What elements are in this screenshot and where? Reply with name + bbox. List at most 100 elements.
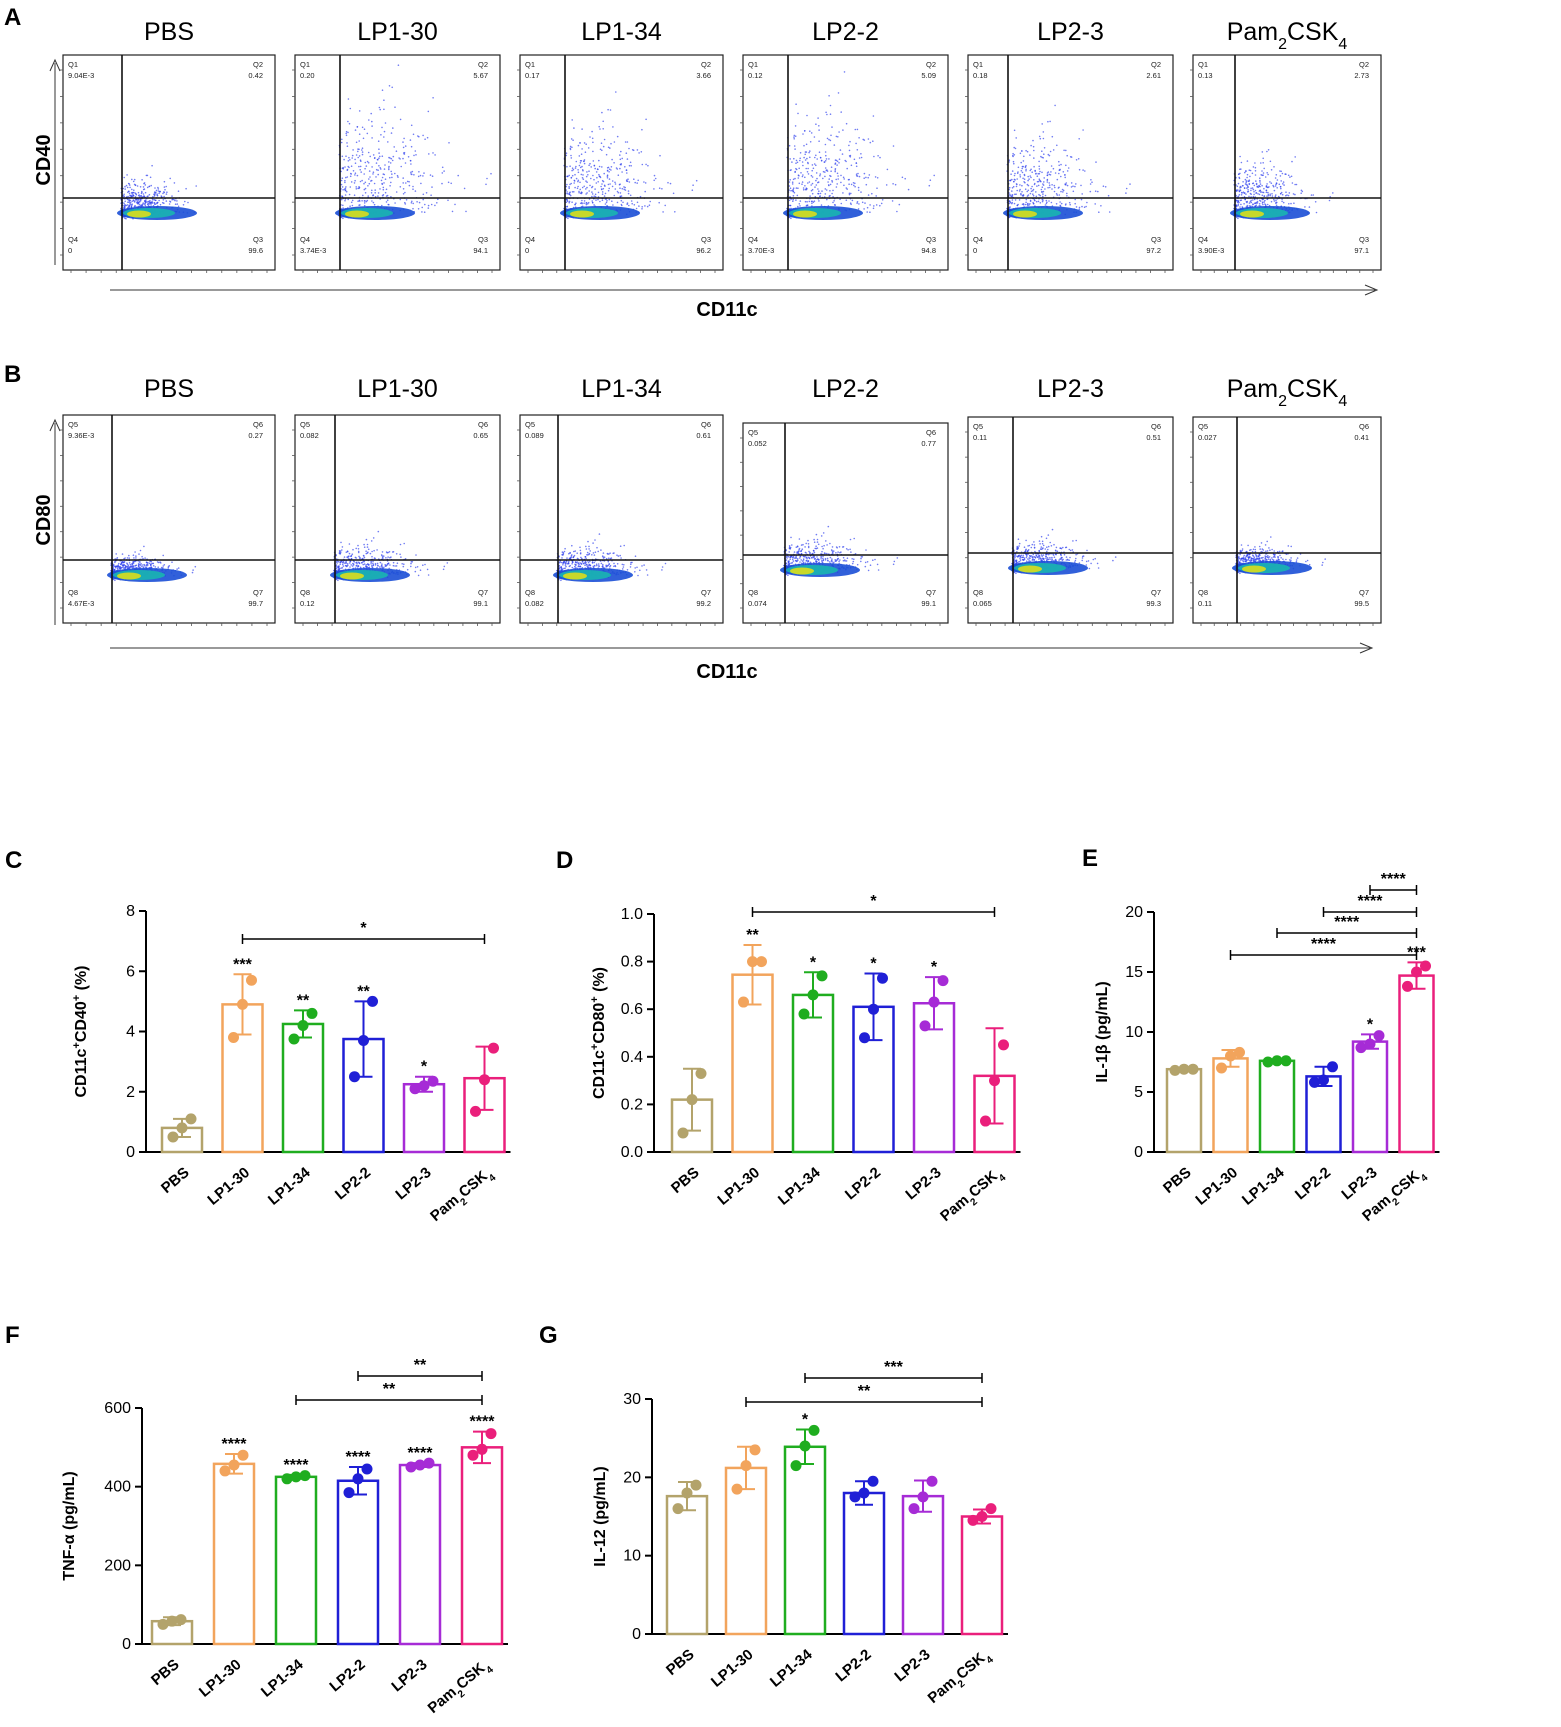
event-dot [647, 164, 649, 167]
event-dot [825, 111, 827, 114]
event-dot [144, 184, 147, 186]
event-dot [1067, 167, 1070, 169]
event-dot [824, 193, 827, 195]
event-dot [824, 143, 827, 146]
event-dot [1252, 188, 1255, 191]
event-dot [574, 173, 576, 176]
event-dot [422, 193, 425, 196]
event-dot [1022, 177, 1024, 180]
event-dot [580, 191, 583, 193]
event-dot [1026, 190, 1028, 193]
event-dot [413, 154, 415, 157]
event-dot [1059, 204, 1061, 207]
event-dot [1012, 160, 1015, 163]
event-dot [860, 156, 863, 159]
event-dot [381, 194, 384, 197]
event-dot [1041, 150, 1043, 152]
event-dot [1098, 211, 1100, 213]
event-dot [371, 125, 373, 127]
event-dot [149, 176, 152, 179]
event-dot [802, 189, 805, 191]
event-dot [619, 158, 622, 161]
event-dot [163, 191, 166, 194]
event-dot [389, 185, 391, 187]
event-dot [363, 200, 366, 202]
event-dot [1085, 205, 1087, 208]
event-dot [417, 208, 420, 210]
event-dot [385, 201, 388, 203]
event-dot [344, 199, 346, 202]
event-dot [842, 192, 844, 194]
event-dot [395, 150, 398, 152]
event-dot [349, 159, 351, 161]
event-dot [432, 152, 434, 154]
quadrant-ll-name: Q4 [68, 235, 78, 244]
event-dot [1276, 179, 1279, 181]
event-dot [638, 152, 640, 154]
event-dot [358, 148, 360, 151]
event-dot [789, 204, 792, 207]
event-dot [1104, 186, 1107, 188]
event-dot [602, 120, 604, 123]
event-dot [610, 142, 612, 145]
event-dot [649, 200, 651, 203]
event-dot [379, 108, 382, 111]
event-dot [356, 126, 359, 128]
event-dot [587, 174, 589, 176]
event-dot [597, 181, 599, 183]
event-dot [795, 162, 797, 164]
event-dot [840, 202, 843, 205]
event-dot [791, 181, 794, 183]
event-dot [811, 192, 814, 195]
event-dot [447, 199, 449, 202]
event-dot [381, 176, 384, 179]
event-dot [348, 122, 351, 125]
event-dot [379, 155, 381, 158]
event-dot [1030, 176, 1032, 179]
event-dot [637, 179, 639, 182]
event-dot [377, 195, 379, 197]
event-dot [176, 203, 179, 205]
event-dot [835, 135, 838, 138]
event-dot [599, 175, 601, 178]
event-dot [811, 169, 813, 172]
event-dot [423, 211, 426, 213]
event-dot [357, 156, 360, 159]
event-dot [128, 201, 130, 203]
event-dot [125, 184, 128, 187]
event-dot [607, 108, 609, 111]
event-dot [795, 159, 798, 162]
event-dot [153, 202, 155, 204]
event-dot [355, 141, 358, 144]
event-dot [1082, 169, 1084, 171]
event-dot [609, 183, 611, 185]
event-dot [1047, 186, 1049, 189]
event-dot [892, 145, 895, 147]
event-dot [1046, 179, 1049, 181]
event-dot [1094, 190, 1097, 192]
event-dot [802, 164, 804, 167]
event-dot [613, 141, 616, 143]
event-dot [1021, 191, 1023, 193]
event-dot [441, 182, 443, 185]
event-dot [1049, 186, 1051, 189]
event-dot [602, 145, 605, 148]
event-dot [837, 175, 839, 177]
event-dot [857, 189, 860, 192]
event-dot [391, 176, 393, 179]
event-dot [146, 174, 149, 177]
event-dot [579, 181, 581, 184]
event-dot [404, 162, 407, 164]
event-dot [358, 187, 360, 190]
event-dot [124, 200, 126, 203]
event-dot [792, 178, 795, 181]
event-dot [1039, 202, 1042, 204]
event-dot [828, 195, 831, 197]
quadrant-ul-name: Q1 [525, 60, 535, 69]
event-dot [1025, 198, 1028, 201]
event-dot [867, 138, 870, 140]
quadrant-lr-name: Q3 [253, 235, 263, 244]
event-dot [136, 200, 138, 202]
plot-title: Pam2CSK4 [1227, 18, 1348, 53]
